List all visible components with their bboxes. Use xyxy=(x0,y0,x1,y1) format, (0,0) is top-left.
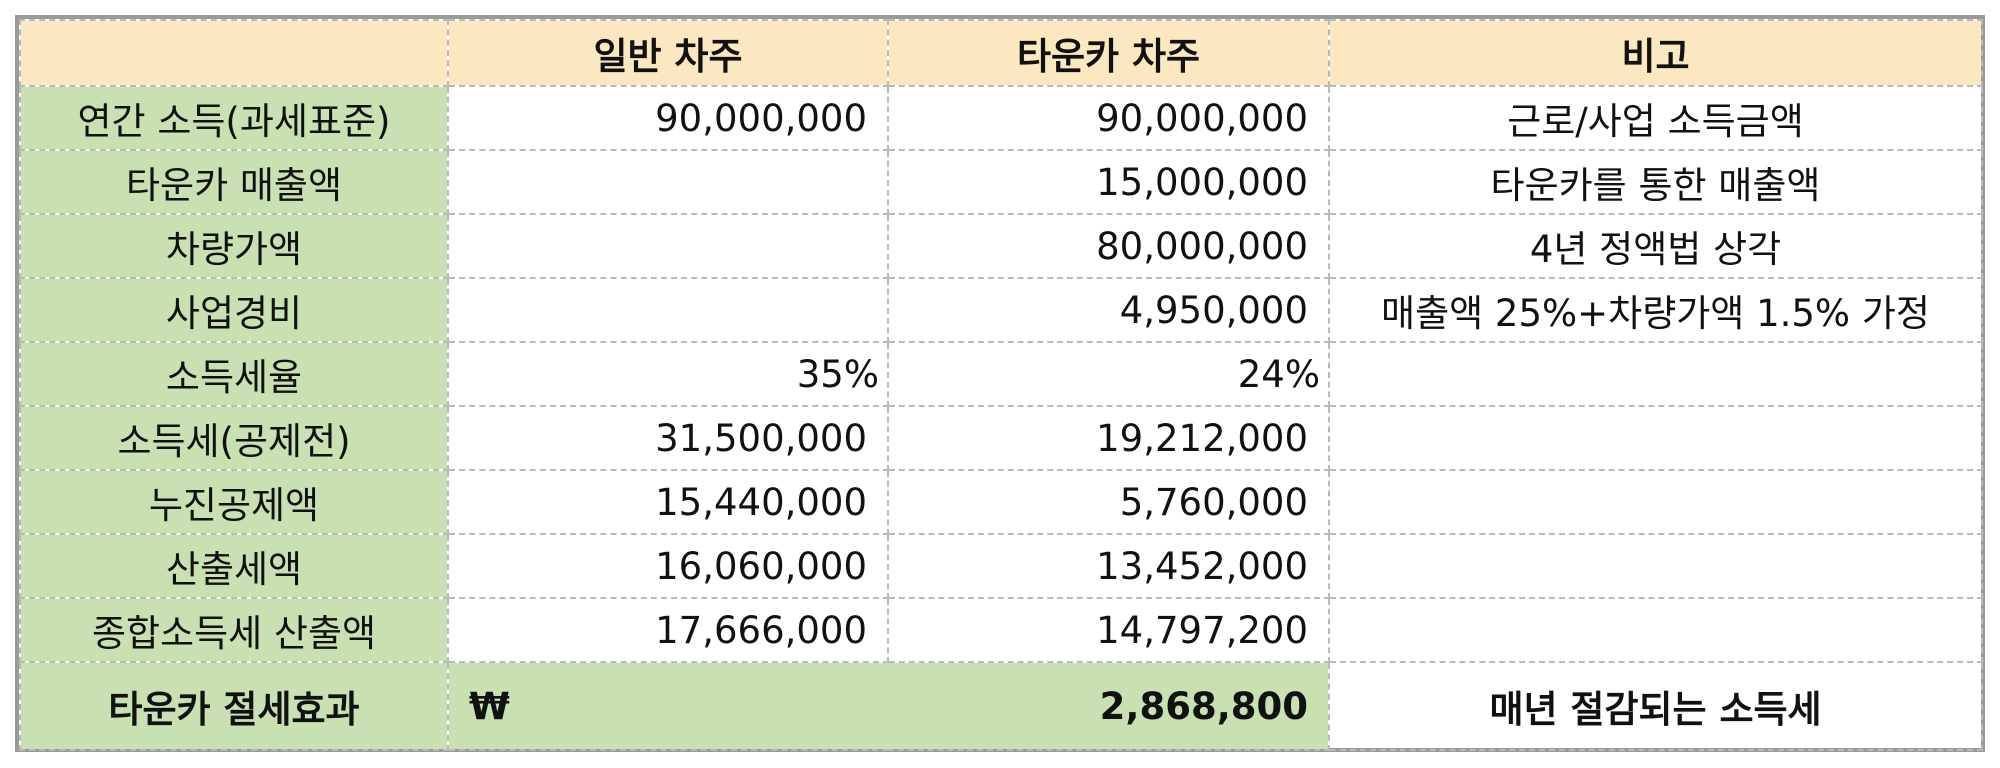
savings-remark[interactable]: 매년 절감되는 소득세 xyxy=(1328,661,1983,751)
table-row: 누진공제액 15,440,000 5,760,000 xyxy=(19,469,1983,535)
row-label[interactable]: 차량가액 xyxy=(19,213,449,279)
remark-cell[interactable] xyxy=(1328,405,1983,471)
savings-amount-cell[interactable]: ₩ 2,868,800 xyxy=(447,661,1330,751)
table-row: 소득세율 35% 24% xyxy=(19,341,1983,407)
general-value[interactable]: 35% xyxy=(447,341,889,407)
row-label[interactable]: 타운카 매출액 xyxy=(19,149,449,215)
general-value[interactable] xyxy=(447,149,889,215)
table-row: 산출세액 16,060,000 13,452,000 xyxy=(19,533,1983,599)
tax-comparison-sheet: 일반 차주 타운카 차주 비고 연간 소득(과세표준) 90,000,000 9… xyxy=(15,15,1985,752)
general-value[interactable]: 90,000,000 xyxy=(447,85,889,151)
header-row: 일반 차주 타운카 차주 비고 xyxy=(19,19,1983,87)
towncar-value[interactable]: 4,950,000 xyxy=(887,277,1330,343)
remark-cell[interactable] xyxy=(1328,341,1983,407)
savings-label[interactable]: 타운카 절세효과 xyxy=(19,661,449,751)
tax-comparison-table: 일반 차주 타운카 차주 비고 연간 소득(과세표준) 90,000,000 9… xyxy=(19,19,1983,751)
towncar-value[interactable]: 19,212,000 xyxy=(887,405,1330,471)
row-label[interactable]: 사업경비 xyxy=(19,277,449,343)
remark-cell[interactable]: 매출액 25%+차량가액 1.5% 가정 xyxy=(1328,277,1983,343)
total-row: 타운카 절세효과 ₩ 2,868,800 매년 절감되는 소득세 xyxy=(19,661,1983,751)
towncar-value[interactable]: 90,000,000 xyxy=(887,85,1330,151)
remark-cell[interactable] xyxy=(1328,533,1983,599)
general-value[interactable]: 15,440,000 xyxy=(447,469,889,535)
remark-cell[interactable]: 근로/사업 소득금액 xyxy=(1328,85,1983,151)
row-label[interactable]: 누진공제액 xyxy=(19,469,449,535)
towncar-value[interactable]: 80,000,000 xyxy=(887,213,1330,279)
corner-header[interactable] xyxy=(19,19,449,87)
table-row: 연간 소득(과세표준) 90,000,000 90,000,000 근로/사업 … xyxy=(19,85,1983,151)
towncar-value[interactable]: 14,797,200 xyxy=(887,597,1330,663)
remarks-header[interactable]: 비고 xyxy=(1328,19,1983,87)
general-value[interactable]: 16,060,000 xyxy=(447,533,889,599)
towncar-value[interactable]: 13,452,000 xyxy=(887,533,1330,599)
remark-cell[interactable]: 타운카를 통한 매출액 xyxy=(1328,149,1983,215)
savings-amount: 2,868,800 xyxy=(1099,684,1308,728)
row-label[interactable]: 산출세액 xyxy=(19,533,449,599)
general-owner-header[interactable]: 일반 차주 xyxy=(447,19,889,87)
row-label[interactable]: 소득세율 xyxy=(19,341,449,407)
table-row: 차량가액 80,000,000 4년 정액법 상각 xyxy=(19,213,1983,279)
row-label[interactable]: 연간 소득(과세표준) xyxy=(19,85,449,151)
table-row: 종합소득세 산출액 17,666,000 14,797,200 xyxy=(19,597,1983,663)
remark-cell[interactable] xyxy=(1328,469,1983,535)
general-value[interactable]: 31,500,000 xyxy=(447,405,889,471)
table-row: 사업경비 4,950,000 매출액 25%+차량가액 1.5% 가정 xyxy=(19,277,1983,343)
row-label[interactable]: 소득세(공제전) xyxy=(19,405,449,471)
general-value[interactable]: 17,666,000 xyxy=(447,597,889,663)
towncar-owner-header[interactable]: 타운카 차주 xyxy=(887,19,1330,87)
towncar-value[interactable]: 24% xyxy=(887,341,1330,407)
table-row: 소득세(공제전) 31,500,000 19,212,000 xyxy=(19,405,1983,471)
general-value[interactable] xyxy=(447,213,889,279)
general-value[interactable] xyxy=(447,277,889,343)
table-row: 타운카 매출액 15,000,000 타운카를 통한 매출액 xyxy=(19,149,1983,215)
remark-cell[interactable]: 4년 정액법 상각 xyxy=(1328,213,1983,279)
remark-cell[interactable] xyxy=(1328,597,1983,663)
row-label[interactable]: 종합소득세 산출액 xyxy=(19,597,449,663)
won-currency-symbol: ₩ xyxy=(469,684,510,728)
towncar-value[interactable]: 15,000,000 xyxy=(887,149,1330,215)
towncar-value[interactable]: 5,760,000 xyxy=(887,469,1330,535)
